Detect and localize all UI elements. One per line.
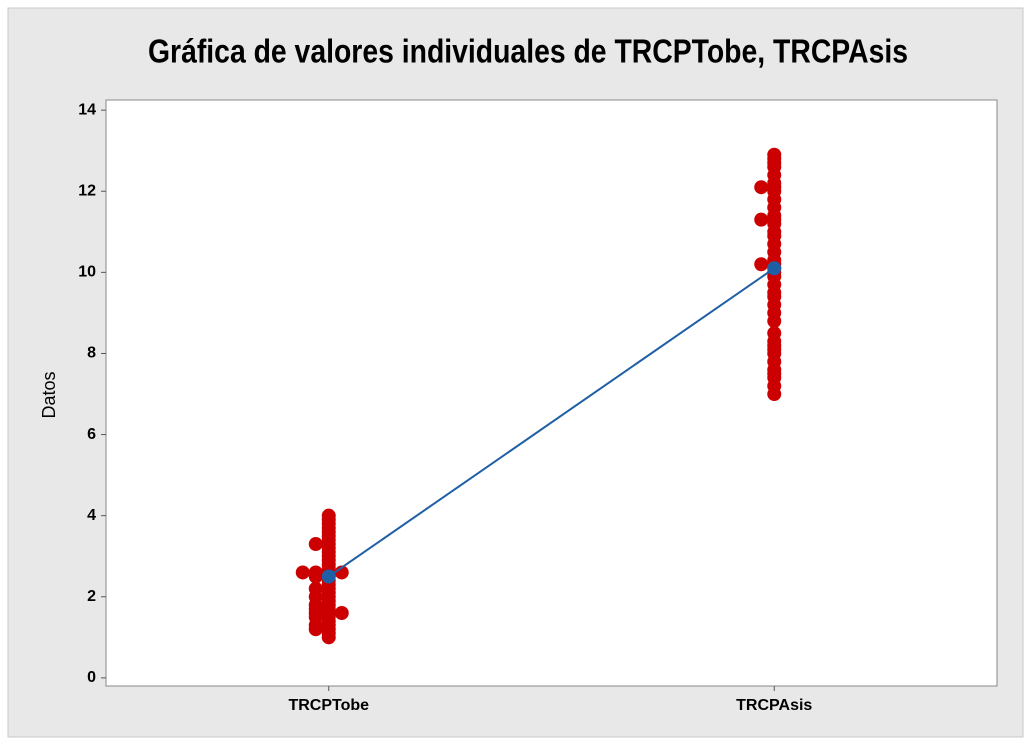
data-point (767, 147, 782, 162)
y-tick-label: 4 (87, 507, 96, 524)
data-point (754, 257, 769, 272)
data-point (308, 565, 323, 580)
y-tick-label: 0 (87, 669, 96, 686)
x-tick-label: TRCPTobe (288, 697, 369, 714)
data-point (754, 212, 769, 227)
data-point (321, 508, 336, 523)
x-tick-label: TRCPAsis (736, 697, 812, 714)
y-axis-label: Datos (39, 371, 59, 418)
data-point (334, 606, 349, 621)
y-tick-label: 2 (87, 588, 96, 605)
data-point (767, 326, 782, 341)
mean-point (767, 261, 782, 276)
y-tick-label: 10 (78, 264, 96, 281)
mean-point (321, 569, 336, 584)
y-tick-label: 12 (78, 182, 96, 199)
y-tick-label: 8 (87, 345, 96, 362)
y-tick-label: 6 (87, 426, 96, 443)
data-point (295, 565, 310, 580)
mean-line (328, 267, 775, 578)
chart-title: Gráfica de valores individuales de TRCPT… (148, 33, 908, 70)
data-point (308, 581, 323, 596)
plot-area (105, 99, 998, 687)
data-point (308, 537, 323, 552)
data-point (754, 180, 769, 195)
y-tick-label: 14 (78, 101, 96, 118)
